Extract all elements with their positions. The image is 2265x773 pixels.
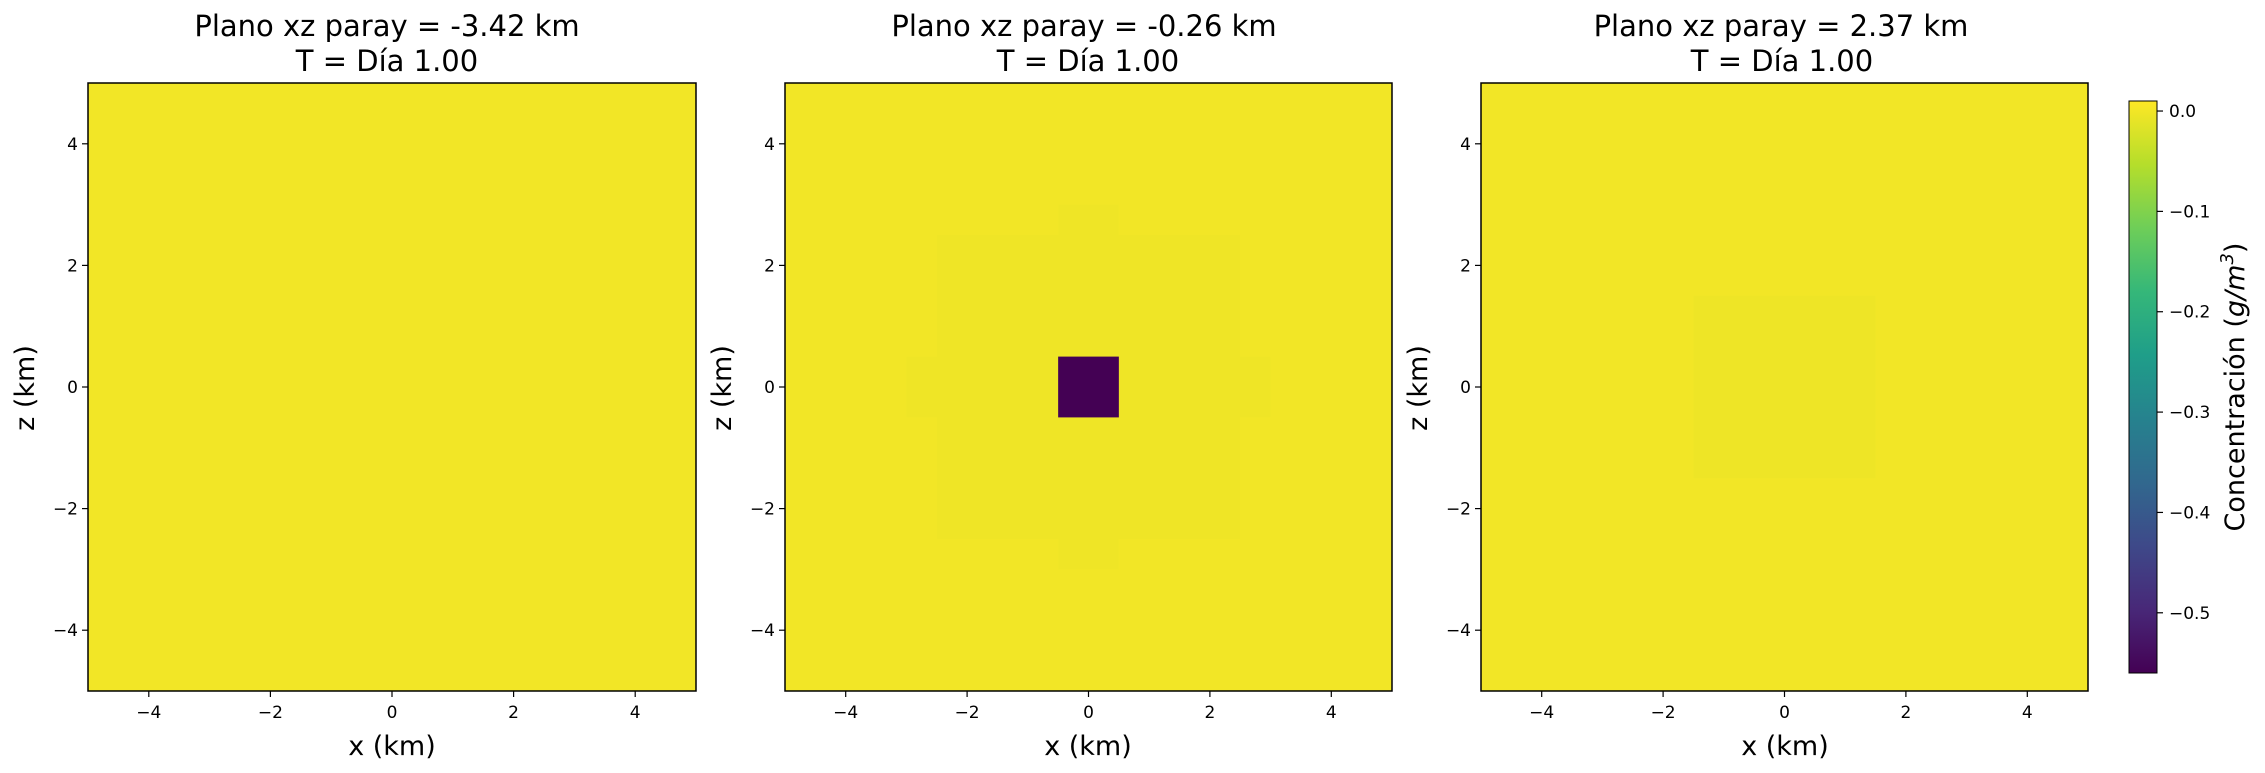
colorbar-tick-label: −0.2 [2169,303,2210,323]
panel-2-ytick-label: 0 [764,378,775,398]
panel-3-xtick-label: −2 [1651,703,1676,723]
colorbar-tick-label: −0.1 [2169,202,2210,222]
panel-1-ytick-label: 0 [67,378,78,398]
colorbar-tick-label: −0.5 [2169,604,2210,624]
panel-2: Plano xz paray = -0.26 km T = Día 1.00 −… [707,9,1393,762]
panel-3-ylabel: z (km) [1403,345,1434,431]
panel-1-ytick-label: −2 [53,500,78,520]
panel-2-xtick-label: 0 [1083,703,1094,723]
panel-2-xtick-label: 4 [1326,703,1337,723]
panel-3-ytick-label: 2 [1460,256,1471,276]
panel-2-ylabel: z (km) [707,345,738,431]
panel-2-title-line1: Plano xz paray = -0.26 km [891,9,1276,43]
panel-3: Plano xz paray = 2.37 km T = Día 1.00 −4… [1403,9,2089,762]
panel-1-title-line1: Plano xz paray = -3.42 km [194,9,579,43]
colorbar-bar [2128,100,2158,674]
colorbar-tick-label: 0.0 [2169,102,2196,122]
panel-1-title-line2: T = Día 1.00 [295,44,478,78]
panel-3-ytick-label: 4 [1460,135,1471,155]
panel-3-title-line2: T = Día 1.00 [1690,44,1873,78]
panel-1-xtick-label: 2 [508,703,519,723]
panel-3-plot: −4 −2 0 2 4 −4 −2 0 2 4 [1446,82,2089,723]
panel-3-xtick-label: 4 [2022,703,2033,723]
colorbar-label: Concentración (g/m3) [2217,243,2251,532]
panel-1-ytick-label: 4 [67,135,78,155]
panel-1-ylabel: z (km) [10,345,41,431]
panel-2-xtick-label: 2 [1204,703,1215,723]
panel-1-ytick-label: 2 [67,256,78,276]
panel-2-title-line2: T = Día 1.00 [996,44,1179,78]
panel-1-xtick-label: 4 [630,703,641,723]
colorbar: 0.0 −0.1 −0.2 −0.3 −0.4 −0.5 Concentración (g… [2128,100,2251,674]
panel-1-xtick-label: 0 [387,703,398,723]
colorbar-tick-label: −0.3 [2169,403,2210,423]
panel-2-cell [1058,356,1119,418]
panel-2-xtick-label: −2 [955,703,980,723]
panel-3-ytick-label: 0 [1460,378,1471,398]
panel-2-xtick-label: −4 [833,703,858,723]
panel-3-xtick-label: −4 [1529,703,1554,723]
panel-2-xlabel: x (km) [1044,731,1132,762]
panel-3-xtick-label: 0 [1779,703,1790,723]
panel-3-ytick-label: −2 [1446,500,1471,520]
panel-2-plot: −4 −2 0 2 4 −4 −2 0 2 4 [750,82,1393,723]
panel-3-xtick-label: 2 [1900,703,1911,723]
panel-2-ytick-label: 2 [764,256,775,276]
panel-3-faint-cell [1693,295,1876,479]
colorbar-tick-label: −0.4 [2169,503,2210,523]
panel-1-xlabel: x (km) [348,731,436,762]
panel-2-ytick-label: −2 [750,500,775,520]
panel-1-xtick-label: −2 [258,703,283,723]
panel-1-xtick-label: −4 [136,703,161,723]
panel-1-plot: −4 −2 0 2 4 −4 −2 0 2 4 [53,82,697,723]
panel-2-ytick-label: 4 [764,135,775,155]
panel-1: Plano xz paray = -3.42 km T = Día 1.00 −… [10,9,697,762]
panel-3-title-line1: Plano xz paray = 2.37 km [1594,9,1969,43]
panel-1-ytick-label: −4 [53,621,78,641]
panel-3-xlabel: x (km) [1741,731,1829,762]
panel-1-field [88,83,696,691]
panel-3-ytick-label: −4 [1446,621,1471,641]
panel-2-ytick-label: −4 [750,621,775,641]
